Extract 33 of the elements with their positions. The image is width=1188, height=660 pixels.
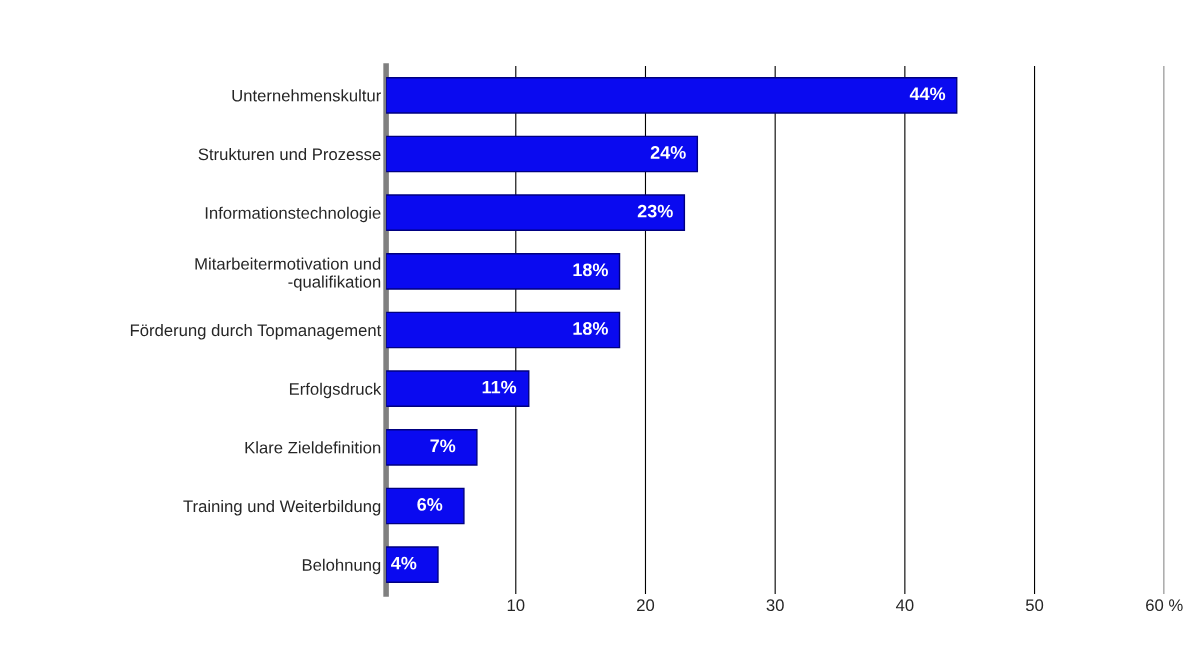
- data-label: 7%: [430, 439, 456, 453]
- bar: [386, 77, 958, 114]
- data-label: 18%: [573, 322, 608, 335]
- data-label: 11%: [482, 380, 517, 394]
- data-label: 23%: [637, 204, 673, 218]
- x-tick-label: 30: [766, 599, 784, 612]
- x-tick-label: 40: [895, 599, 914, 612]
- data-label: 24%: [650, 146, 686, 159]
- y-tick-label: Informationstechnologie: [205, 206, 381, 223]
- data-label: 44%: [909, 87, 946, 101]
- y-tick-label: Strukturen und Prozesse: [198, 147, 381, 161]
- bar: [386, 546, 439, 583]
- x-tick-label: 20: [637, 599, 655, 612]
- bar: [386, 370, 530, 407]
- data-label: 6%: [417, 498, 443, 511]
- data-label: 18%: [573, 263, 608, 277]
- bar: [386, 487, 465, 525]
- y-tick-label: Erfolgsdruck: [289, 382, 382, 399]
- y-tick-label: Mitarbeitermotivation und -qualifikation: [195, 257, 381, 292]
- bar: [386, 135, 699, 173]
- x-tick-label: 10: [507, 599, 525, 612]
- bar: [386, 311, 621, 349]
- bar: [386, 194, 686, 231]
- y-tick-label: Training und Weiterbildung: [183, 499, 381, 516]
- x-tick-label: 60 %: [1146, 599, 1183, 612]
- data-label: 4%: [391, 556, 417, 570]
- y-tick-label: Unternehmenskultur: [232, 89, 381, 102]
- x-tick-label: 50: [1025, 599, 1044, 612]
- bar: [386, 429, 478, 466]
- y-tick-label: Förderung durch Topmanagement: [130, 323, 382, 340]
- bar: [386, 253, 621, 290]
- y-tick-label: Belohnung: [302, 558, 381, 575]
- y-tick-label: Klare Zieldefinition: [245, 441, 381, 454]
